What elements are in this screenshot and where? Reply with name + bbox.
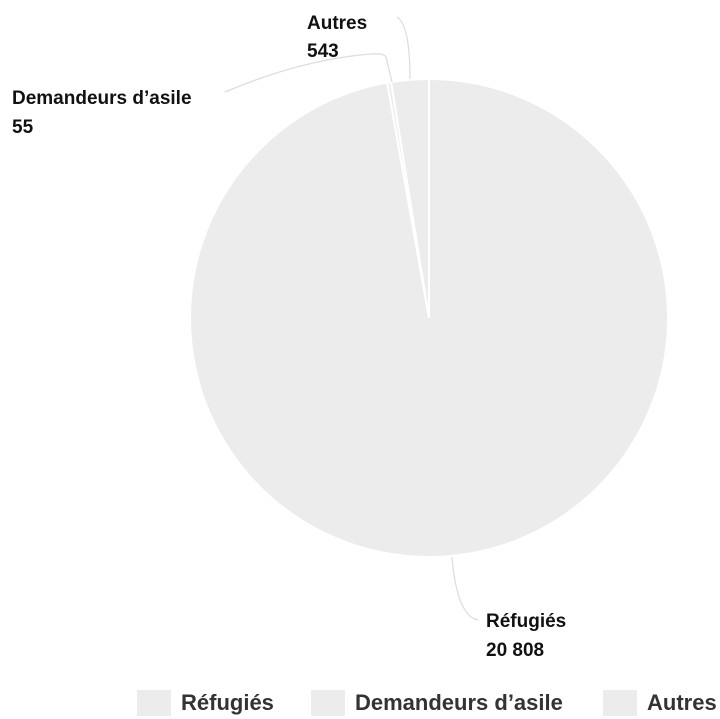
label-demandeurs-name: Demandeurs d’asile [12,88,192,109]
label-autres-name: Autres [307,13,367,34]
legend-item-autres[interactable]: Autres [603,688,717,718]
label-demandeurs-value: 55 [12,117,34,138]
data-labels: Réfugiés 20 808 Demandeurs d’asile 55 Au… [12,13,566,661]
leader-line-autres [396,16,411,80]
label-refugies-name: Réfugiés [486,611,566,632]
legend-item-refugies[interactable]: Réfugiés [137,688,274,718]
legend-swatch-autres [603,690,637,716]
leader-lines [224,16,479,621]
legend-label-refugies: Réfugiés [181,690,274,715]
label-refugies-value: 20 808 [486,640,544,661]
pie-slice-autres[interactable] [389,77,430,319]
leader-line-refugies [451,556,479,621]
leader-line-demandeurs [224,53,393,93]
legend-swatch-demandeurs [311,690,345,716]
pie-chart: Réfugiés 20 808 Demandeurs d’asile 55 Au… [12,13,669,661]
legend: Réfugiés Demandeurs d’asile Autres [0,688,720,718]
label-autres-value: 543 [307,41,339,62]
legend-label-demandeurs: Demandeurs d’asile [355,690,563,715]
legend-swatch-refugies [137,690,171,716]
legend-label-autres: Autres [647,690,717,715]
pie-slices [189,77,669,558]
legend-item-demandeurs[interactable]: Demandeurs d’asile [311,688,563,718]
